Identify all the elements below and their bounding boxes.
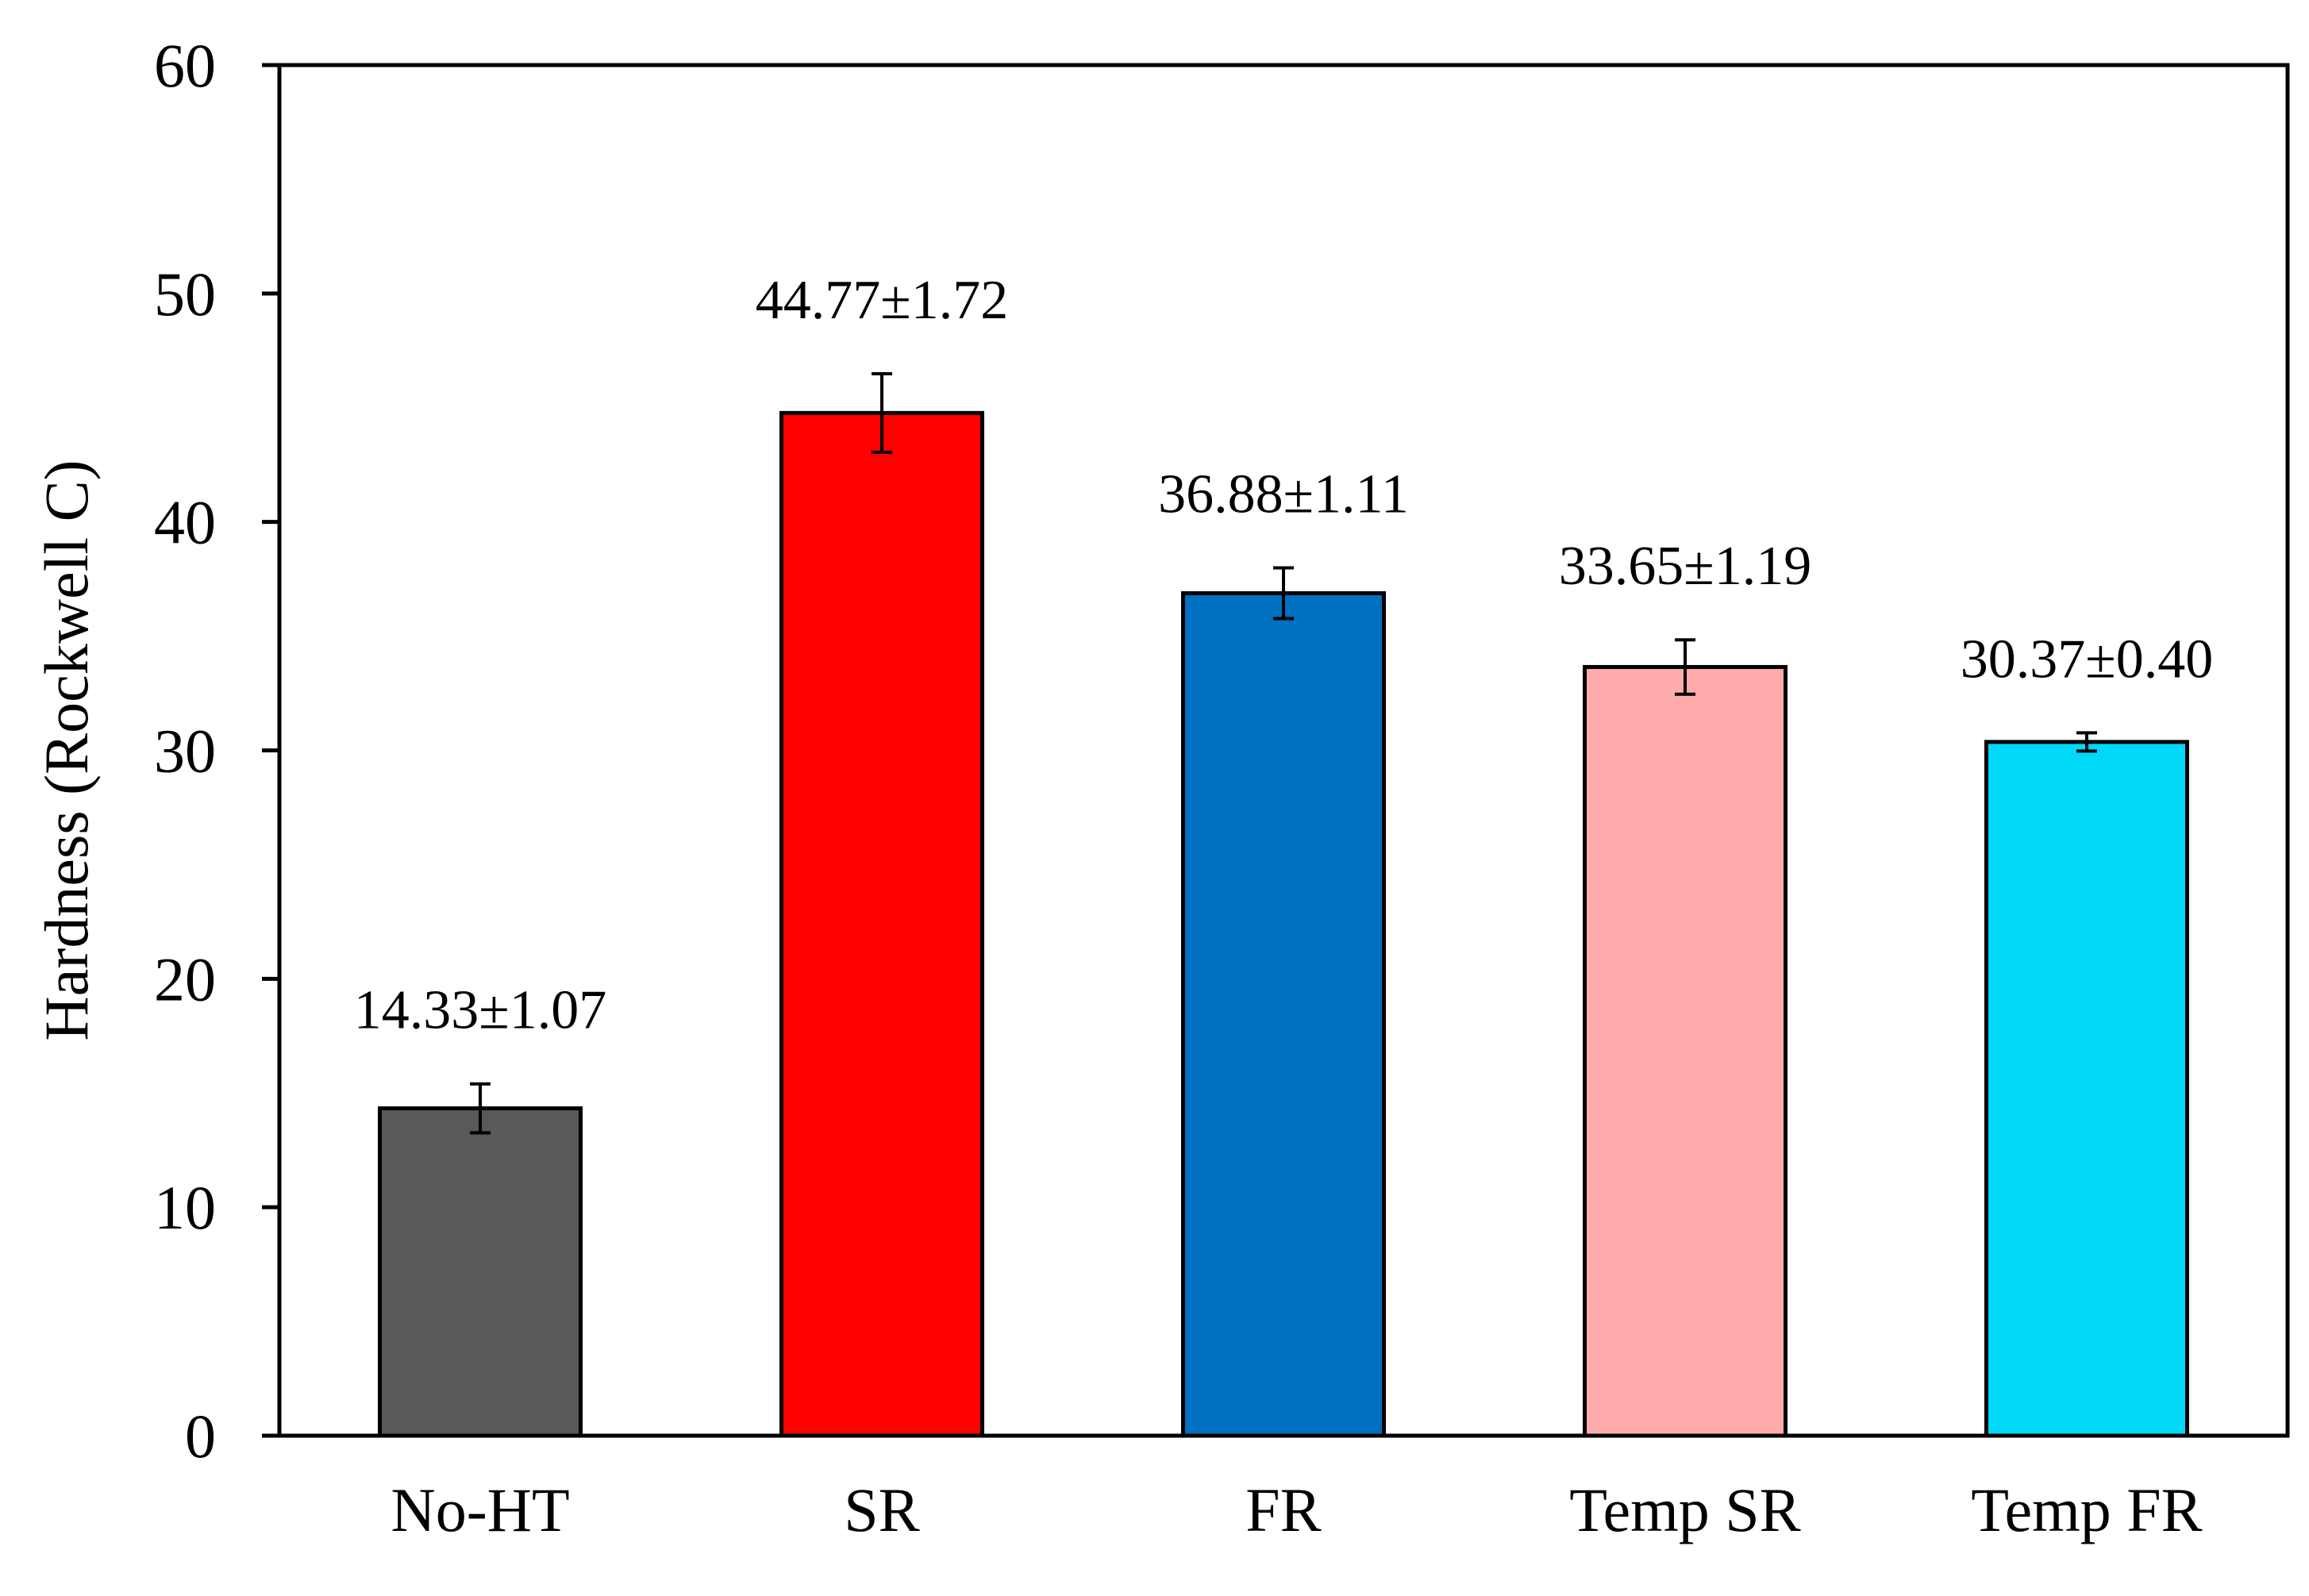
y-tick-label: 30 xyxy=(154,717,216,786)
error-bar xyxy=(1273,566,1294,621)
data-label: 30.37±0.40 xyxy=(1961,629,2213,690)
y-tick-label: 10 xyxy=(154,1173,216,1242)
y-tick-label: 60 xyxy=(154,31,216,100)
bar-sr xyxy=(779,410,984,1438)
y-tick-label: 20 xyxy=(154,944,216,1013)
y-axis-ticks: 0 10 20 30 40 50 60 xyxy=(154,31,279,1471)
error-bar xyxy=(872,371,892,454)
x-tick-label: No-HT xyxy=(391,1475,569,1544)
y-tick-label: 0 xyxy=(185,1402,216,1471)
bar-fr xyxy=(1181,590,1386,1438)
bar-temp-fr xyxy=(1984,740,2189,1438)
y-tick-label: 50 xyxy=(154,260,216,329)
data-label: 33.65±1.19 xyxy=(1559,536,1811,597)
y-axis-title: Hardness (Rockwell C) xyxy=(32,460,101,1040)
data-label: 36.88±1.11 xyxy=(1158,464,1409,525)
x-tick-label: Temp FR xyxy=(1971,1475,2202,1544)
labels-layer: 14.33±1.07 No-HT 44.77±1.72 SR 36.88±1.11 FR 3… xyxy=(354,270,2213,1544)
x-tick-label: SR xyxy=(844,1475,919,1544)
x-tick-label: FR xyxy=(1245,1475,1321,1544)
bar-temp-sr xyxy=(1583,664,1788,1438)
data-label: 14.33±1.07 xyxy=(354,980,606,1041)
error-bar xyxy=(470,1082,491,1135)
data-label: 44.77±1.72 xyxy=(756,270,1008,331)
y-tick-label: 40 xyxy=(154,488,216,557)
bars-layer xyxy=(378,371,2189,1438)
error-bar xyxy=(2076,731,2097,753)
bar-no-ht xyxy=(378,1106,583,1438)
error-bar xyxy=(1675,638,1695,696)
x-tick-label: Temp SR xyxy=(1569,1475,1800,1544)
